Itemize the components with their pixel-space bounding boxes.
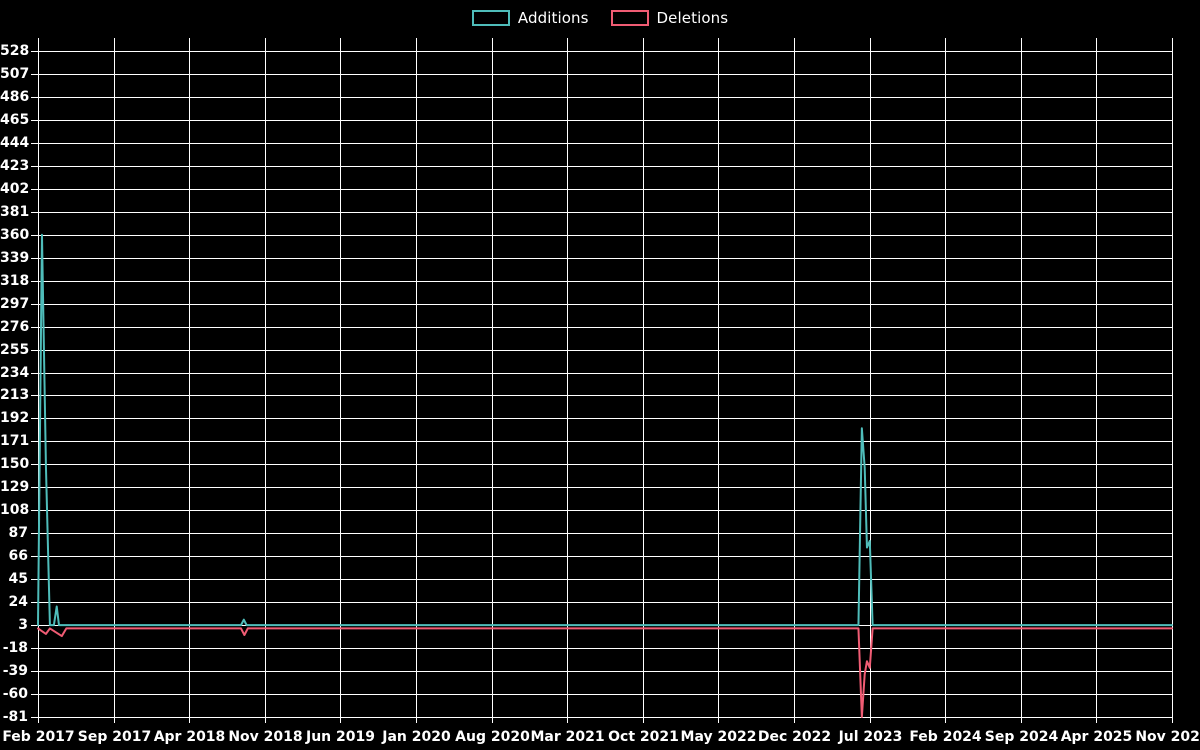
y-axis-tick-label: 276	[0, 318, 30, 335]
y-axis-tick-label: 297	[0, 295, 30, 312]
y-axis-tick-label: 318	[0, 272, 30, 289]
y-axis-tick-label: 213	[0, 386, 30, 403]
y-axis-tick-label: 171	[0, 432, 30, 449]
y-axis-tick-label: 339	[0, 249, 30, 266]
y-axis-tick-label: -39	[2, 662, 28, 679]
series-line-additions	[37, 233, 1173, 627]
y-axis-tick-label: 192	[0, 409, 30, 426]
x-axis-tick-label: Aug 2020	[455, 729, 530, 745]
deletions-swatch	[610, 10, 649, 26]
y-axis-tick-label: 234	[0, 364, 30, 381]
y-axis-tick-label: 255	[0, 341, 30, 358]
x-axis-tick-label: Mar 2021	[530, 729, 605, 745]
y-axis-tick-label: 360	[0, 226, 30, 243]
y-axis-tick-label: 486	[0, 88, 30, 105]
additions-swatch	[471, 10, 510, 26]
y-axis-tick-label: -81	[2, 708, 28, 725]
x-axis-tick-label: Jun 2019	[306, 729, 375, 745]
legend-item-additions[interactable]: Additions	[471, 9, 589, 27]
x-axis-tick-label: Sep 2024	[984, 729, 1059, 745]
y-axis-tick-label: 402	[0, 180, 30, 197]
y-axis-tick-label: 87	[8, 524, 28, 541]
y-axis-tick-label: 45	[8, 570, 28, 587]
x-axis-tick-label: Oct 2021	[608, 729, 679, 745]
x-axis-tick-label: Jan 2020	[382, 729, 451, 745]
y-axis-tick-label: 465	[0, 111, 30, 128]
chart-legend: Additions Deletions	[0, 0, 1200, 36]
y-axis-tick-label: 24	[8, 593, 28, 610]
x-axis-tick-label: Nov 2018	[228, 729, 303, 745]
x-axis-tick-label: Apr 2025	[1060, 729, 1133, 745]
series-layer	[37, 233, 1173, 718]
x-axis-tick-label: Feb 2024	[909, 729, 982, 745]
x-axis-tick-label: Apr 2018	[153, 729, 226, 745]
y-axis-tick-label: -60	[2, 685, 28, 702]
y-axis-tick-label: 528	[0, 42, 30, 59]
y-axis-tick-label: 3	[18, 616, 28, 633]
grid-layer	[31, 38, 1173, 723]
y-axis-tick-label: 108	[0, 501, 30, 518]
y-axis-tick-label: 129	[0, 478, 30, 495]
x-axis-tick-label: May 2022	[680, 729, 757, 745]
x-axis-tick-label: Jul 2023	[838, 729, 903, 745]
legend-label-additions: Additions	[517, 9, 589, 27]
x-axis-tick-label: Nov 2025	[1135, 729, 1200, 745]
x-axis-tick-label: Dec 2022	[757, 729, 832, 745]
y-axis-tick-label: 66	[8, 547, 28, 564]
y-axis-tick-label: -18	[2, 639, 28, 656]
y-axis-tick-label: 444	[0, 134, 30, 151]
y-axis-tick-label: 423	[0, 157, 30, 174]
y-axis-tick-label: 507	[0, 65, 30, 82]
y-axis-tick-label: 381	[0, 203, 30, 220]
x-axis-tick-label: Sep 2017	[77, 729, 152, 745]
legend-item-deletions[interactable]: Deletions	[610, 9, 729, 27]
y-axis-tick-label: 150	[0, 455, 30, 472]
series-line-deletions	[37, 627, 1173, 718]
legend-label-deletions: Deletions	[656, 9, 729, 27]
x-axis-tick-label: Feb 2017	[2, 729, 75, 745]
